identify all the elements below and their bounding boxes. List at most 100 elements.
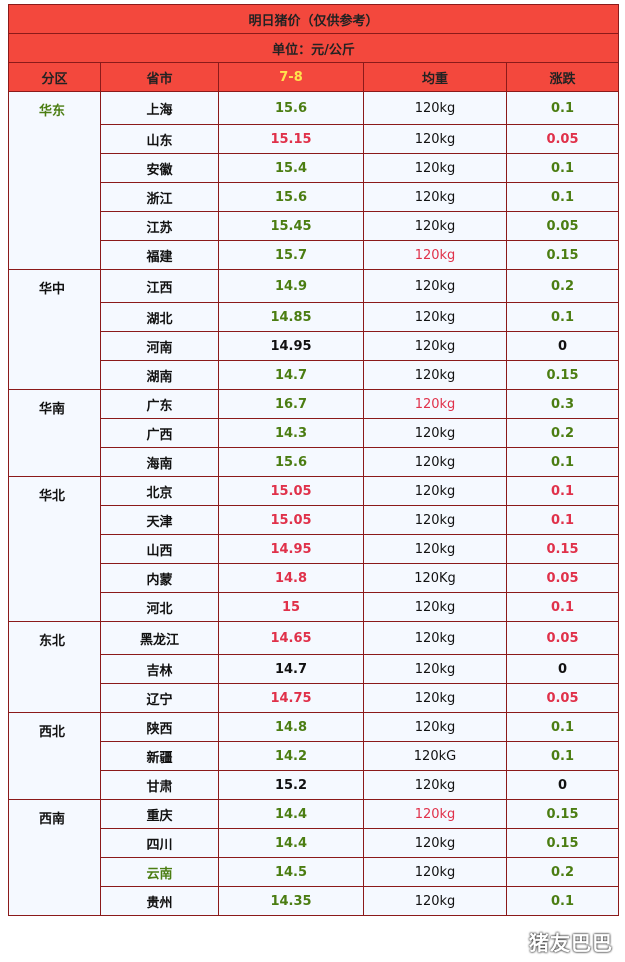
- unit-label: 单位：元/公斤: [8, 33, 619, 63]
- change-cell: 0.2: [506, 857, 619, 887]
- table-row: 内蒙 14.8 120Kg 0.05: [9, 563, 619, 593]
- table-row: 山东 15.15 120kg 0.05: [9, 124, 619, 154]
- province-cell: 江苏: [100, 211, 219, 241]
- price-cell: 15.45: [218, 211, 364, 241]
- table-row: 华中 江西 14.9 120kg 0.2: [8, 269, 619, 390]
- table-row: 安徽 15.4 120kg 0.1: [9, 153, 619, 183]
- weight-cell: 120kg: [363, 592, 507, 622]
- weight-cell: 120kg: [363, 654, 507, 684]
- province-cell: 上海: [100, 91, 219, 125]
- region-cell: 华北: [8, 476, 101, 622]
- province-cell: 辽宁: [100, 683, 219, 713]
- province-cell: 内蒙: [100, 563, 219, 593]
- table-row: 东北 黑龙江 14.65 120kg 0.05: [8, 621, 619, 713]
- weight-cell: 120kg: [363, 857, 507, 887]
- province-cell: 广西: [100, 418, 219, 448]
- table-row: 广西 14.3 120kg 0.2: [9, 418, 619, 448]
- change-cell: 0.2: [506, 269, 619, 303]
- change-cell: 0.1: [506, 182, 619, 212]
- change-cell: 0.15: [506, 534, 619, 564]
- table-row: 海南 15.6 120kg 0.1: [9, 447, 619, 477]
- table-row: 湖北 14.85 120kg 0.1: [9, 302, 619, 332]
- change-cell: 0.1: [506, 741, 619, 771]
- weight-cell: 120kg: [363, 331, 507, 361]
- region-cell: 西南: [8, 799, 101, 916]
- weight-cell: 120kg: [363, 683, 507, 713]
- change-cell: 0.2: [506, 418, 619, 448]
- province-cell: 山西: [100, 534, 219, 564]
- price-cell: 14.85: [218, 302, 364, 332]
- province-cell: 云南: [100, 857, 219, 887]
- table-row: 湖南 14.7 120kg 0.15: [9, 360, 619, 390]
- change-cell: 0.3: [506, 389, 619, 419]
- weight-cell: 120kg: [363, 828, 507, 858]
- price-cell: 15.2: [218, 770, 364, 800]
- table-row: 云南 14.5 120kg 0.2: [9, 857, 619, 887]
- price-cell: 14.35: [218, 886, 364, 916]
- table-row: 江苏 15.45 120kg 0.05: [9, 211, 619, 241]
- province-cell: 甘肃: [100, 770, 219, 800]
- province-cell: 江西: [100, 269, 219, 303]
- province-cell: 陕西: [100, 712, 219, 742]
- province-cell: 海南: [100, 447, 219, 477]
- province-cell: 浙江: [100, 182, 219, 212]
- price-cell: 15.05: [218, 476, 364, 506]
- weight-cell: 120kg: [363, 534, 507, 564]
- province-cell: 天津: [100, 505, 219, 535]
- region-cell: 华南: [8, 389, 101, 477]
- price-cell: 14.95: [218, 331, 364, 361]
- change-cell: 0.15: [506, 360, 619, 390]
- weight-cell: 120kg: [363, 770, 507, 800]
- weight-cell: 120kg: [363, 799, 507, 829]
- table-row: 山西 14.95 120kg 0.15: [9, 534, 619, 564]
- price-cell: 14.5: [218, 857, 364, 887]
- table-row: 西南 重庆 14.4 120kg 0.15: [8, 799, 619, 916]
- price-cell: 14.7: [218, 360, 364, 390]
- weight-cell: 120kg: [363, 621, 507, 655]
- price-cell: 15.6: [218, 91, 364, 125]
- province-cell: 四川: [100, 828, 219, 858]
- change-cell: 0.05: [506, 683, 619, 713]
- table-row: 甘肃 15.2 120kg 0: [9, 770, 619, 800]
- province-cell: 新疆: [100, 741, 219, 771]
- change-cell: 0: [506, 654, 619, 684]
- province-cell: 湖北: [100, 302, 219, 332]
- price-cell: 14.9: [218, 269, 364, 303]
- province-cell: 吉林: [100, 654, 219, 684]
- weight-cell: 120kg: [363, 886, 507, 916]
- price-cell: 14.4: [218, 799, 364, 829]
- price-cell: 15.15: [218, 124, 364, 154]
- change-cell: 0.1: [506, 886, 619, 916]
- column-header-row: 分区 省市 7-8 均重 涨跌: [8, 62, 619, 92]
- change-cell: 0.1: [506, 302, 619, 332]
- region-cell: 华东: [8, 91, 101, 270]
- province-cell: 山东: [100, 124, 219, 154]
- weight-cell: 120kg: [363, 182, 507, 212]
- table-row: 新疆 14.2 120kG 0.1: [9, 741, 619, 771]
- table-row: 天津 15.05 120kg 0.1: [9, 505, 619, 535]
- table-row: 华南 广东 16.7 120kg 0.3: [8, 389, 619, 477]
- change-cell: 0.05: [506, 211, 619, 241]
- weight-cell: 120kg: [363, 712, 507, 742]
- weight-cell: 120kg: [363, 91, 507, 125]
- price-cell: 14.7: [218, 654, 364, 684]
- header-weight: 均重: [363, 62, 507, 92]
- table-row: 福建 15.7 120kg 0.15: [9, 240, 619, 270]
- price-cell: 15: [218, 592, 364, 622]
- weight-cell: 120kg: [363, 302, 507, 332]
- change-cell: 0.1: [506, 447, 619, 477]
- weight-cell: 120kg: [363, 360, 507, 390]
- header-change: 涨跌: [506, 62, 619, 92]
- weight-cell: 120kg: [363, 389, 507, 419]
- region-cell: 东北: [8, 621, 101, 713]
- province-cell: 北京: [100, 476, 219, 506]
- table-row: 浙江 15.6 120kg 0.1: [9, 182, 619, 212]
- price-cell: 14.95: [218, 534, 364, 564]
- price-cell: 14.2: [218, 741, 364, 771]
- title-row: 明日猪价（仅供参考）: [8, 4, 619, 34]
- province-cell: 重庆: [100, 799, 219, 829]
- price-cell: 15.7: [218, 240, 364, 270]
- price-cell: 16.7: [218, 389, 364, 419]
- province-cell: 河南: [100, 331, 219, 361]
- header-region: 分区: [8, 62, 101, 92]
